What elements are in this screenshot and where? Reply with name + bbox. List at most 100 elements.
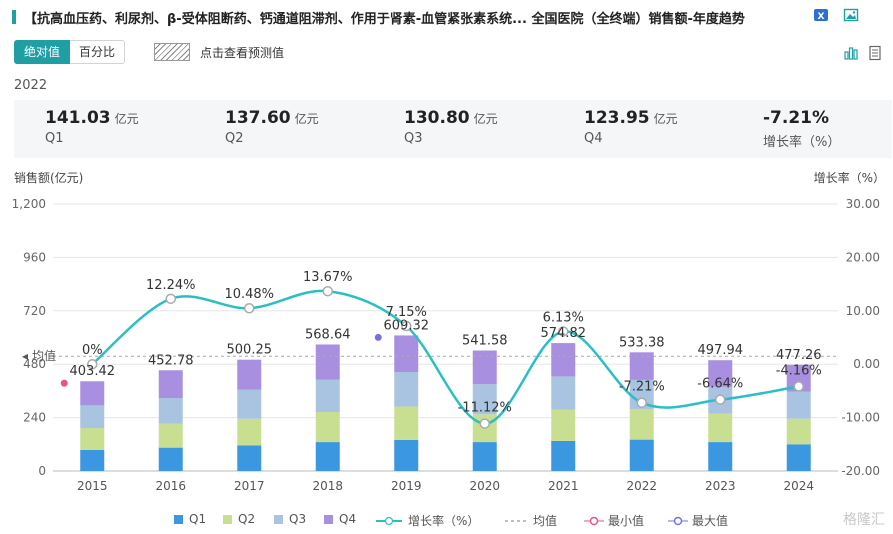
title-accent-bar	[12, 10, 16, 24]
legend-label: 均值	[533, 514, 558, 528]
x-tick-label: 2021	[548, 479, 579, 493]
table-view-icon[interactable]	[867, 45, 883, 61]
y-tick-label-left: 1,200	[12, 197, 46, 211]
legend-max-marker	[668, 516, 688, 525]
bar-segment-q1	[551, 440, 576, 471]
forecast-hatch-icon	[154, 43, 190, 61]
stat-unit: 亿元	[653, 112, 678, 126]
legend-line-marker	[376, 516, 402, 525]
chart-legend: Q1 Q2 Q3 Q4 增长率（%） 均值 最小值 最大值	[0, 512, 893, 530]
stat-q3: 130.80 亿元 Q3	[404, 108, 498, 146]
sales-trend-chart: 0 240 480 720 960 1,200 -20.00 -10.00 0.00 10.00 2…	[12, 197, 880, 493]
title-bar: 【抗高血压药、利尿剂、β-受体阻断药、钙通道阻滞剂、作用于肾素-血管紧张素系统.…	[0, 0, 893, 34]
right-axis-title: 增长率（%）	[813, 171, 885, 185]
legend-swatch	[223, 514, 232, 524]
y-tick-label-right: -20.00	[841, 464, 880, 478]
bar-total-label: 477.26	[776, 348, 822, 363]
y-tick-label-right: 10.00	[846, 304, 880, 318]
stat-value: 141.03	[45, 108, 111, 128]
bar-total-label: 574.82	[541, 326, 587, 341]
bar-total-label: 609.32	[384, 318, 430, 333]
stat-label: Q1	[45, 131, 64, 146]
percentage-button[interactable]: 百分比	[70, 40, 126, 64]
image-export-icon[interactable]	[843, 7, 859, 23]
y-tick-label-left: 480	[23, 357, 46, 371]
bar-segment-q1	[472, 442, 497, 471]
legend-item-q1[interactable]: Q1	[174, 512, 206, 526]
bar-segment-q3	[551, 376, 576, 410]
bar-total-label: 497.94	[698, 343, 744, 358]
bar-segment-q4	[237, 359, 262, 390]
bar-segment-q2	[394, 406, 419, 440]
stat-label: Q2	[225, 131, 244, 146]
stat-q1: 141.03 亿元 Q1	[45, 108, 139, 146]
bar-chart-view-icon[interactable]	[843, 45, 859, 61]
bar-segment-q4	[472, 350, 497, 385]
growth-point	[87, 358, 98, 370]
legend-item-q4[interactable]: Q4	[324, 512, 356, 526]
growth-rate-label: -6.64%	[697, 377, 743, 392]
growth-point	[244, 302, 255, 314]
growth-point	[479, 418, 490, 429]
legend-item-q3[interactable]: Q3	[274, 512, 306, 526]
growth-point	[401, 320, 412, 332]
legend-item-min[interactable]: 最小值	[584, 512, 644, 529]
growth-rate-label: 10.48%	[224, 287, 274, 302]
legend-min-marker	[584, 516, 604, 525]
y-tick-label-right: 0.00	[853, 357, 880, 371]
bar-segment-q1	[315, 442, 340, 471]
bar-segment-q4	[315, 344, 340, 380]
bar-total-label: 500.25	[227, 343, 273, 358]
legend-label: Q1	[189, 512, 207, 526]
forecast-toggle[interactable]: 点击查看预测值	[154, 42, 284, 62]
stat-q2: 137.60 亿元 Q2	[225, 108, 319, 146]
legend-swatch	[274, 514, 283, 524]
growth-rate-label: 6.13%	[543, 310, 584, 325]
stat-unit: 亿元	[114, 112, 139, 126]
growth-rate-label: -4.16%	[776, 363, 822, 378]
bar-segment-q1	[629, 439, 654, 471]
y-tick-label-left: 0	[38, 464, 46, 478]
bar-total-label: 568.64	[305, 327, 351, 342]
bar-segment-q3	[237, 389, 262, 419]
bar-segment-q4	[80, 381, 105, 406]
growth-point	[558, 326, 569, 337]
y-tick-label-left: 240	[23, 411, 46, 425]
legend-item-growth[interactable]: 增长率（%）	[376, 512, 479, 529]
excel-export-icon[interactable]: X	[813, 7, 829, 23]
y-tick-label-right: 30.00	[846, 197, 880, 211]
mean-line-label: 均值	[32, 348, 56, 363]
bar-segment-q2	[80, 428, 105, 450]
legend-label: 最小值	[608, 514, 645, 528]
legend-item-q2[interactable]: Q2	[223, 512, 255, 526]
x-tick-label: 2016	[155, 479, 186, 493]
legend-item-mean[interactable]: 均值	[505, 512, 557, 529]
stat-q4: 123.95 亿元 Q4	[584, 108, 678, 146]
x-tick-label: 2019	[391, 479, 422, 493]
x-tick-label: 2017	[234, 479, 265, 493]
legend-item-max[interactable]: 最大值	[668, 512, 728, 529]
growth-rate-label: -11.12%	[458, 401, 512, 416]
absolute-value-button[interactable]: 绝对值	[14, 40, 71, 64]
growth-rate-label: 7.15%	[386, 305, 427, 320]
stat-unit: 亿元	[294, 112, 319, 126]
legend-dash-marker	[505, 519, 527, 522]
bar-segment-q1	[786, 444, 811, 471]
growth-rate-line	[91, 289, 799, 425]
max-value-marker	[374, 333, 382, 341]
legend-label: Q2	[238, 512, 256, 526]
stat-value: 137.60	[225, 108, 291, 128]
legend-label: Q4	[339, 512, 357, 526]
x-tick-label: 2023	[705, 479, 736, 493]
bar-segment-q4	[551, 343, 576, 377]
mean-marker-icon: ◂	[22, 349, 28, 363]
y-tick-label-left: 720	[23, 304, 46, 318]
bar-segment-q2	[315, 412, 340, 443]
bar-total-label: 541.58	[462, 333, 508, 348]
bar-total-label: 403.42	[70, 364, 116, 379]
legend-swatch	[174, 514, 183, 524]
stat-growth: -7.21% 增长率（%）	[763, 108, 840, 150]
stat-unit: 亿元	[473, 112, 498, 126]
legend-label: Q3	[289, 512, 307, 526]
forecast-label: 点击查看预测值	[200, 45, 285, 60]
